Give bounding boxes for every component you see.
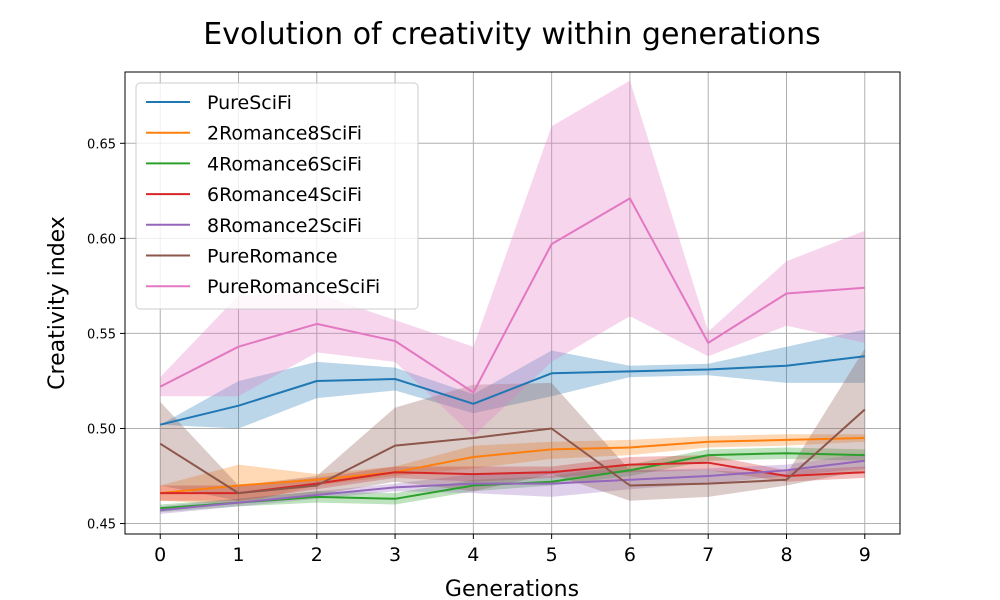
legend-label: PureRomance [207,246,338,268]
series-line-PureRomance [159,408,866,495]
x-axis-label: Generations [445,577,579,600]
x-tick-label: 6 [624,544,636,566]
confidence-band-6Romance4SciFi [160,455,865,501]
series-line-2Romance8SciFi [160,437,865,495]
series-line-8Romance2SciFi [160,459,865,512]
y-tick-label: 0.50 [87,422,116,437]
legend-label: 8Romance2SciFi [207,215,362,237]
y-tick-label: 0.60 [87,232,116,247]
x-tick-label: 8 [780,544,792,566]
x-tick-label: 5 [546,544,558,566]
confidence-band-PureRomance [160,348,865,501]
legend-label: 4Romance6SciFi [207,153,362,175]
x-tick-label: 3 [389,544,401,566]
x-tick-label: 9 [859,544,871,566]
axis-ticks: 0 1 2 3 4 5 6 7 8 9 0.45 0.50 0.55 0.60 0.65 [87,137,871,566]
confidence-band-PureSciFi [160,329,865,429]
legend-label: 2Romance8SciFi [207,123,362,145]
y-axis-label: Creativity index [45,216,70,390]
grid [125,72,900,534]
y-tick-label: 0.55 [87,327,116,342]
x-tick-label: 7 [702,544,714,566]
y-tick-label: 0.45 [87,518,116,533]
series-line-PureRomanceSciFi [159,197,865,394]
x-tick-label: 1 [232,544,244,566]
legend-label: PureSciFi [207,92,292,114]
x-tick-label: 4 [467,544,479,566]
legend-label: PureRomanceSciFi [207,276,380,298]
confidence-band-PureRomanceSciFi [160,80,865,437]
chart-title: Evolution of creativity within generatio… [203,17,820,52]
legend: PureSciFi 2Romance8SciFi 4Romance6SciFi 6Ro… [135,82,419,310]
y-tick-label: 0.65 [87,137,116,152]
series-line-PureSciFi [159,355,865,426]
legend-box [135,82,419,310]
x-tick-label: 0 [154,544,166,566]
legend-label: 6Romance4SciFi [207,184,362,206]
confidence-band-2Romance8SciFi [160,434,865,505]
series-lines [159,197,866,512]
plot-frame [124,71,901,535]
x-tick-label: 2 [311,544,323,566]
